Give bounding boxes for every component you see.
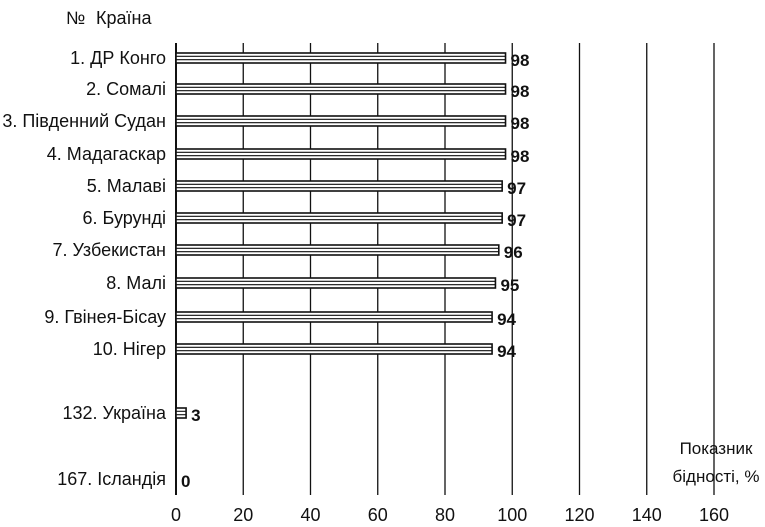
bar — [175, 277, 497, 289]
bar — [175, 212, 503, 224]
category-label: 7. Узбекистан — [52, 240, 166, 260]
category-label: 8. Малі — [106, 273, 166, 293]
category-labels: 1. ДР Конго 2. Сомалі 3. Південний Судан 4.… — [2, 48, 167, 489]
bar — [175, 311, 493, 323]
x-tick-label: 160 — [699, 505, 729, 525]
bar — [175, 180, 503, 192]
x-axis-ticks: 0 20 40 60 80 100 120 140 160 — [171, 505, 729, 525]
value-label: 98 — [511, 114, 530, 133]
value-label: 98 — [511, 51, 530, 70]
value-label: 0 — [181, 472, 190, 491]
x-tick-label: 120 — [564, 505, 594, 525]
x-axis-label-line-2: бідності, % — [673, 467, 760, 486]
bar — [175, 52, 507, 64]
value-label: 98 — [511, 82, 530, 101]
value-label: 3 — [191, 406, 200, 425]
category-label: 167. Ісландія — [57, 469, 166, 489]
x-tick-label: 40 — [300, 505, 320, 525]
value-label: 97 — [507, 179, 526, 198]
bar — [175, 244, 500, 256]
x-tick-label: 100 — [497, 505, 527, 525]
header-country-label: Країна — [96, 8, 152, 28]
value-label: 98 — [511, 147, 530, 166]
value-labels: 98 98 98 98 97 97 96 95 94 94 3 0 — [181, 51, 529, 491]
bar — [175, 407, 187, 419]
bar — [175, 83, 507, 95]
category-label: 3. Південний Судан — [2, 111, 166, 131]
value-label: 94 — [497, 342, 516, 361]
bar — [175, 343, 493, 355]
x-tick-label: 0 — [171, 505, 181, 525]
x-tick-label: 20 — [233, 505, 253, 525]
x-tick-label: 80 — [435, 505, 455, 525]
bar — [175, 148, 507, 160]
grid-lines — [175, 43, 715, 495]
category-label: 1. ДР Конго — [70, 48, 166, 68]
category-label: 6. Бурунді — [83, 208, 166, 228]
x-axis-label-line-1: Показник — [680, 439, 753, 458]
category-label: 2. Сомалі — [86, 79, 166, 99]
x-tick-label: 60 — [368, 505, 388, 525]
value-label: 95 — [500, 276, 519, 295]
category-label: 5. Малаві — [87, 176, 166, 196]
value-label: 96 — [504, 243, 523, 262]
category-label: 4. Мадагаскар — [47, 144, 166, 164]
value-label: 97 — [507, 211, 526, 230]
value-label: 94 — [497, 310, 516, 329]
category-label: 132. Україна — [62, 403, 166, 423]
category-label: 10. Нігер — [93, 339, 166, 359]
bars — [175, 52, 507, 419]
category-label: 9. Гвінея-Бісау — [44, 307, 166, 327]
header-number-label: № — [66, 8, 85, 28]
x-tick-label: 140 — [632, 505, 662, 525]
bar — [175, 115, 507, 127]
